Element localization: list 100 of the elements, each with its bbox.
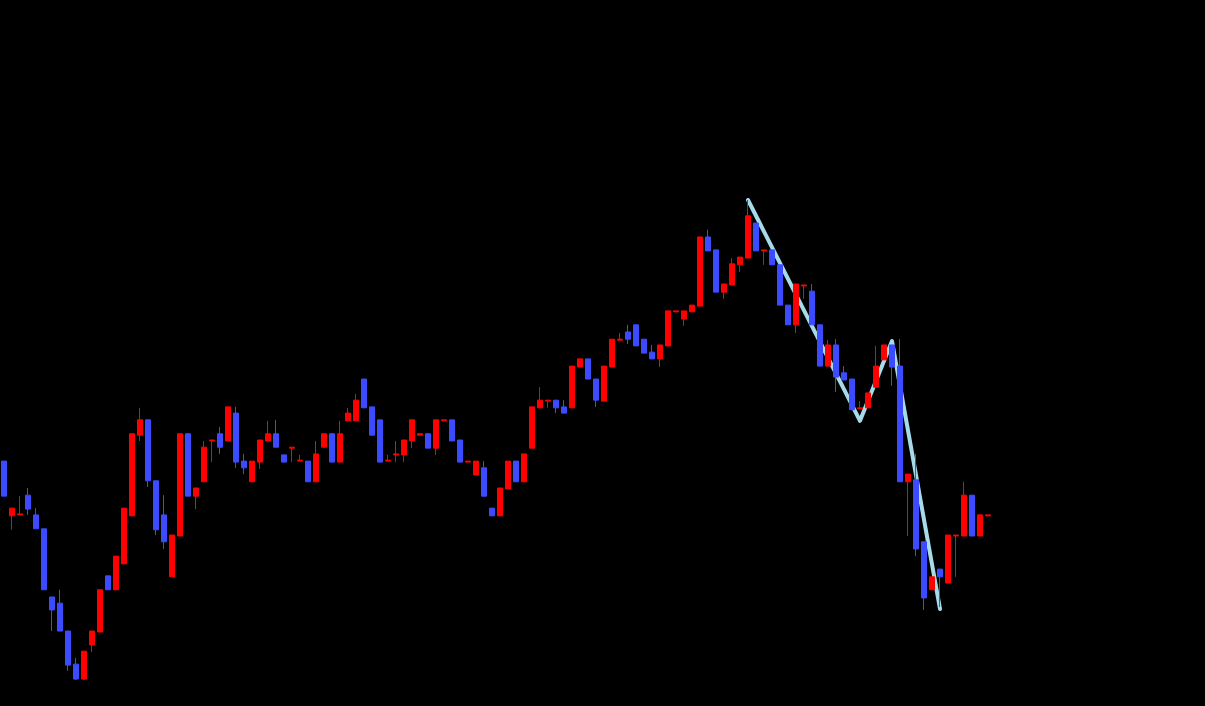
candlestick bbox=[233, 406, 239, 469]
candlestick bbox=[897, 338, 903, 483]
candlestick bbox=[81, 650, 87, 681]
candlestick bbox=[513, 460, 519, 483]
candlestick bbox=[889, 344, 895, 387]
candlestick bbox=[753, 222, 759, 252]
candlestick bbox=[953, 534, 959, 578]
candlestick bbox=[849, 378, 855, 411]
candlestick bbox=[665, 310, 671, 347]
candlestick bbox=[313, 440, 319, 483]
candlestick bbox=[969, 494, 975, 537]
candlestick bbox=[609, 338, 615, 368]
candlestick bbox=[689, 304, 695, 313]
candlestick bbox=[289, 446, 295, 463]
candlestick bbox=[601, 365, 607, 402]
candlestick bbox=[801, 284, 807, 300]
candlestick bbox=[129, 433, 135, 517]
candlestick bbox=[145, 419, 151, 488]
candlestick bbox=[721, 283, 727, 300]
candlestick bbox=[57, 589, 63, 632]
candlestick bbox=[49, 596, 55, 632]
candlestick bbox=[33, 507, 39, 530]
candlestick bbox=[649, 344, 655, 360]
candlestick bbox=[169, 534, 175, 578]
candlestick bbox=[873, 345, 879, 388]
candlestick bbox=[737, 256, 743, 273]
candlestick bbox=[17, 495, 23, 516]
candlestick bbox=[985, 514, 991, 517]
candlestick bbox=[345, 407, 351, 422]
candlestick bbox=[537, 386, 543, 409]
candlestick bbox=[185, 433, 191, 497]
candlestick bbox=[329, 433, 335, 463]
candlestick bbox=[321, 433, 327, 448]
candlestick bbox=[433, 419, 439, 456]
candlestick bbox=[777, 264, 783, 306]
candlestick bbox=[761, 249, 767, 266]
candlestick bbox=[273, 419, 279, 448]
candlestick bbox=[377, 419, 383, 463]
candlestick bbox=[265, 420, 271, 442]
candlestick bbox=[729, 257, 735, 286]
candlestick bbox=[113, 555, 119, 591]
candlestick bbox=[937, 568, 943, 608]
candlestick bbox=[297, 454, 303, 462]
candlestick bbox=[497, 487, 503, 517]
candlestick bbox=[921, 541, 927, 611]
candlestick bbox=[65, 630, 71, 672]
candlestick bbox=[161, 494, 167, 550]
candlestick bbox=[881, 344, 887, 361]
candlestick bbox=[945, 534, 951, 584]
candlestick bbox=[449, 419, 455, 442]
candlestick bbox=[417, 433, 423, 436]
candlestick bbox=[961, 481, 967, 537]
candlestick bbox=[553, 399, 559, 414]
candlestick bbox=[457, 439, 463, 463]
candlestick bbox=[841, 365, 847, 381]
candlestick bbox=[73, 657, 79, 681]
candlestick bbox=[441, 419, 447, 422]
candlestick bbox=[465, 460, 471, 463]
candlestick bbox=[529, 406, 535, 449]
candlestick bbox=[697, 236, 703, 307]
candlestick bbox=[361, 378, 367, 409]
candlestick bbox=[193, 487, 199, 510]
candlestick bbox=[201, 440, 207, 483]
candlestick bbox=[561, 399, 567, 414]
candlestick bbox=[625, 324, 631, 345]
candlestick bbox=[281, 454, 287, 463]
candlestick bbox=[25, 487, 31, 516]
candlestick bbox=[249, 460, 255, 483]
candlestick bbox=[505, 460, 511, 490]
candlestick bbox=[857, 400, 863, 410]
candlestick bbox=[617, 332, 623, 341]
candlestick bbox=[785, 304, 791, 326]
candlestick bbox=[673, 310, 679, 313]
candlestick bbox=[305, 460, 311, 483]
candlestick bbox=[385, 454, 391, 462]
candlestick bbox=[217, 426, 223, 455]
candlestick bbox=[225, 406, 231, 442]
candlestick bbox=[425, 433, 431, 449]
candlestick bbox=[545, 399, 551, 409]
candlestick bbox=[121, 507, 127, 565]
candlestick bbox=[905, 473, 911, 537]
candlestick bbox=[577, 358, 583, 368]
candlestick bbox=[929, 576, 935, 591]
candlestick bbox=[473, 460, 479, 476]
candlestick bbox=[769, 249, 775, 266]
candlestick bbox=[833, 338, 839, 393]
candlestick bbox=[209, 439, 215, 463]
candlestick bbox=[809, 283, 815, 326]
candlestick bbox=[137, 407, 143, 442]
candlestick bbox=[369, 406, 375, 436]
candlestick bbox=[257, 439, 263, 470]
candlestick bbox=[793, 283, 799, 334]
candlestick bbox=[657, 344, 663, 368]
candlestick bbox=[705, 229, 711, 252]
candlestick bbox=[393, 440, 399, 463]
candlestick bbox=[641, 338, 647, 354]
candlestick bbox=[177, 433, 183, 537]
candlestick bbox=[633, 324, 639, 347]
candlestick bbox=[825, 339, 831, 367]
candlestick bbox=[153, 480, 159, 536]
